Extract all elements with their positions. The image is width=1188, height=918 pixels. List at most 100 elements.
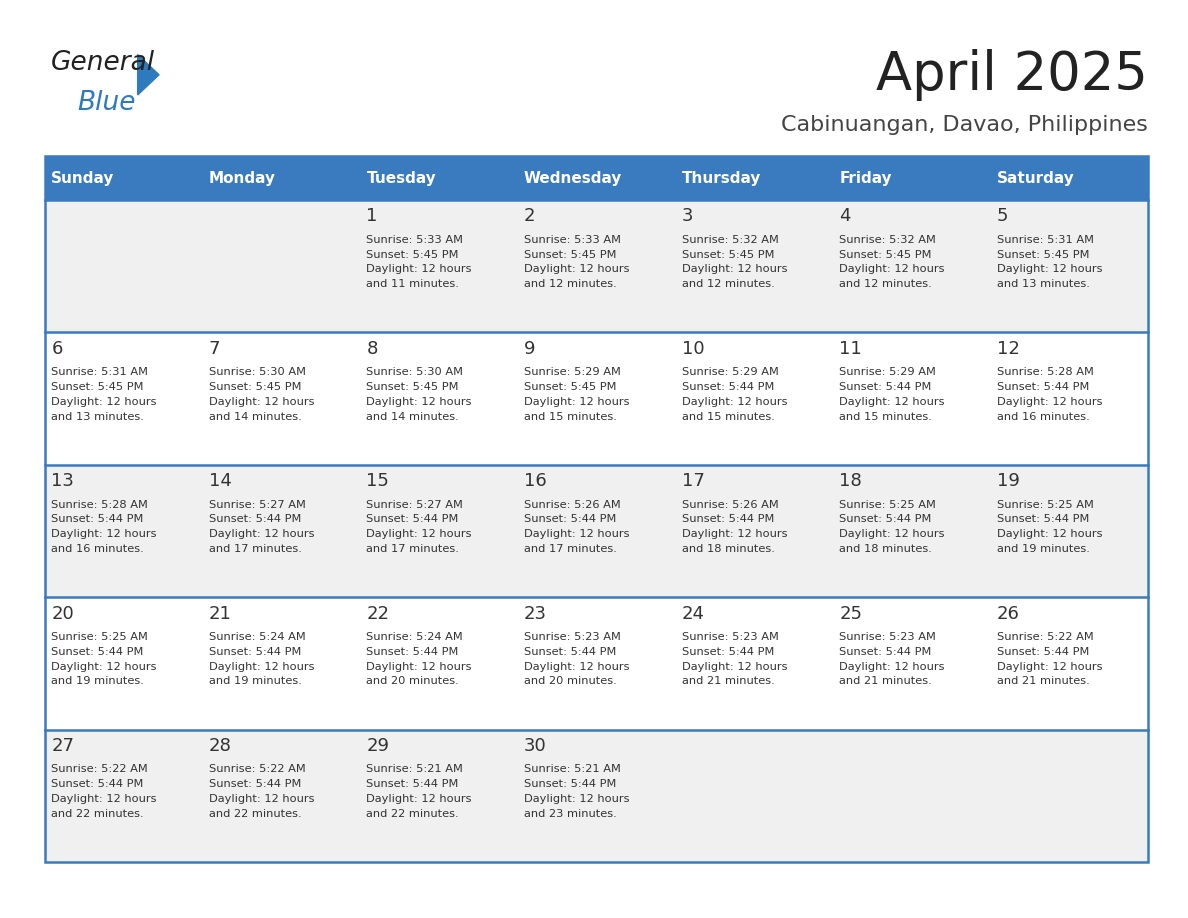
Text: Tuesday: Tuesday — [366, 171, 436, 185]
Text: 24: 24 — [682, 605, 704, 622]
Text: Sunrise: 5:21 AM
Sunset: 5:44 PM
Daylight: 12 hours
and 22 minutes.: Sunrise: 5:21 AM Sunset: 5:44 PM Dayligh… — [366, 765, 472, 819]
Bar — [45, 156, 203, 200]
Text: 5: 5 — [997, 207, 1009, 225]
Text: 16: 16 — [524, 472, 546, 490]
Text: Sunrise: 5:32 AM
Sunset: 5:45 PM
Daylight: 12 hours
and 12 minutes.: Sunrise: 5:32 AM Sunset: 5:45 PM Dayligh… — [839, 235, 944, 289]
Bar — [518, 332, 675, 465]
Text: Sunrise: 5:30 AM
Sunset: 5:45 PM
Daylight: 12 hours
and 14 minutes.: Sunrise: 5:30 AM Sunset: 5:45 PM Dayligh… — [366, 367, 472, 421]
Bar — [675, 200, 833, 332]
Text: Sunrise: 5:26 AM
Sunset: 5:44 PM
Daylight: 12 hours
and 18 minutes.: Sunrise: 5:26 AM Sunset: 5:44 PM Dayligh… — [682, 499, 788, 554]
Text: Sunrise: 5:29 AM
Sunset: 5:44 PM
Daylight: 12 hours
and 15 minutes.: Sunrise: 5:29 AM Sunset: 5:44 PM Dayligh… — [839, 367, 944, 421]
Bar — [203, 156, 360, 200]
Bar — [991, 156, 1148, 200]
Bar — [360, 200, 518, 332]
Text: Sunrise: 5:33 AM
Sunset: 5:45 PM
Daylight: 12 hours
and 12 minutes.: Sunrise: 5:33 AM Sunset: 5:45 PM Dayligh… — [524, 235, 630, 289]
Text: Sunrise: 5:32 AM
Sunset: 5:45 PM
Daylight: 12 hours
and 12 minutes.: Sunrise: 5:32 AM Sunset: 5:45 PM Dayligh… — [682, 235, 788, 289]
Bar — [991, 598, 1148, 730]
Text: 15: 15 — [366, 472, 390, 490]
Text: 28: 28 — [209, 737, 232, 755]
Bar — [45, 332, 203, 465]
Text: 20: 20 — [51, 605, 74, 622]
Text: 7: 7 — [209, 340, 221, 358]
Text: 25: 25 — [839, 605, 862, 622]
Text: 27: 27 — [51, 737, 75, 755]
Text: Sunrise: 5:29 AM
Sunset: 5:45 PM
Daylight: 12 hours
and 15 minutes.: Sunrise: 5:29 AM Sunset: 5:45 PM Dayligh… — [524, 367, 630, 421]
Bar — [833, 200, 991, 332]
Text: 12: 12 — [997, 340, 1019, 358]
Text: 9: 9 — [524, 340, 536, 358]
Bar — [991, 200, 1148, 332]
Text: Thursday: Thursday — [682, 171, 762, 185]
Text: 11: 11 — [839, 340, 862, 358]
Text: Sunrise: 5:22 AM
Sunset: 5:44 PM
Daylight: 12 hours
and 22 minutes.: Sunrise: 5:22 AM Sunset: 5:44 PM Dayligh… — [51, 765, 157, 819]
Bar — [675, 465, 833, 598]
Text: 1: 1 — [366, 207, 378, 225]
Text: Sunrise: 5:25 AM
Sunset: 5:44 PM
Daylight: 12 hours
and 18 minutes.: Sunrise: 5:25 AM Sunset: 5:44 PM Dayligh… — [839, 499, 944, 554]
Text: 19: 19 — [997, 472, 1019, 490]
Text: Sunrise: 5:26 AM
Sunset: 5:44 PM
Daylight: 12 hours
and 17 minutes.: Sunrise: 5:26 AM Sunset: 5:44 PM Dayligh… — [524, 499, 630, 554]
Bar — [518, 730, 675, 862]
Text: Saturday: Saturday — [997, 171, 1074, 185]
Bar — [203, 332, 360, 465]
Text: 21: 21 — [209, 605, 232, 622]
Text: Wednesday: Wednesday — [524, 171, 623, 185]
Text: 29: 29 — [366, 737, 390, 755]
Text: Sunrise: 5:25 AM
Sunset: 5:44 PM
Daylight: 12 hours
and 19 minutes.: Sunrise: 5:25 AM Sunset: 5:44 PM Dayligh… — [51, 633, 157, 687]
Text: General: General — [51, 50, 156, 76]
Text: 4: 4 — [839, 207, 851, 225]
Text: Sunrise: 5:31 AM
Sunset: 5:45 PM
Daylight: 12 hours
and 13 minutes.: Sunrise: 5:31 AM Sunset: 5:45 PM Dayligh… — [51, 367, 157, 421]
Text: Sunrise: 5:21 AM
Sunset: 5:44 PM
Daylight: 12 hours
and 23 minutes.: Sunrise: 5:21 AM Sunset: 5:44 PM Dayligh… — [524, 765, 630, 819]
Bar — [203, 598, 360, 730]
Text: Sunrise: 5:27 AM
Sunset: 5:44 PM
Daylight: 12 hours
and 17 minutes.: Sunrise: 5:27 AM Sunset: 5:44 PM Dayligh… — [366, 499, 472, 554]
Text: 30: 30 — [524, 737, 546, 755]
Bar — [518, 465, 675, 598]
Text: Sunday: Sunday — [51, 171, 115, 185]
Bar — [675, 332, 833, 465]
Text: Sunrise: 5:31 AM
Sunset: 5:45 PM
Daylight: 12 hours
and 13 minutes.: Sunrise: 5:31 AM Sunset: 5:45 PM Dayligh… — [997, 235, 1102, 289]
Bar — [991, 730, 1148, 862]
Bar — [203, 200, 360, 332]
Text: Sunrise: 5:23 AM
Sunset: 5:44 PM
Daylight: 12 hours
and 21 minutes.: Sunrise: 5:23 AM Sunset: 5:44 PM Dayligh… — [682, 633, 788, 687]
Bar — [991, 465, 1148, 598]
Text: Sunrise: 5:22 AM
Sunset: 5:44 PM
Daylight: 12 hours
and 21 minutes.: Sunrise: 5:22 AM Sunset: 5:44 PM Dayligh… — [997, 633, 1102, 687]
Text: Cabinuangan, Davao, Philippines: Cabinuangan, Davao, Philippines — [782, 115, 1148, 135]
Text: Sunrise: 5:27 AM
Sunset: 5:44 PM
Daylight: 12 hours
and 17 minutes.: Sunrise: 5:27 AM Sunset: 5:44 PM Dayligh… — [209, 499, 315, 554]
Bar — [518, 598, 675, 730]
Text: Sunrise: 5:23 AM
Sunset: 5:44 PM
Daylight: 12 hours
and 20 minutes.: Sunrise: 5:23 AM Sunset: 5:44 PM Dayligh… — [524, 633, 630, 687]
Text: 22: 22 — [366, 605, 390, 622]
Bar — [833, 465, 991, 598]
Bar — [833, 156, 991, 200]
Text: Sunrise: 5:30 AM
Sunset: 5:45 PM
Daylight: 12 hours
and 14 minutes.: Sunrise: 5:30 AM Sunset: 5:45 PM Dayligh… — [209, 367, 315, 421]
Text: Sunrise: 5:29 AM
Sunset: 5:44 PM
Daylight: 12 hours
and 15 minutes.: Sunrise: 5:29 AM Sunset: 5:44 PM Dayligh… — [682, 367, 788, 421]
Bar — [833, 332, 991, 465]
Text: Sunrise: 5:33 AM
Sunset: 5:45 PM
Daylight: 12 hours
and 11 minutes.: Sunrise: 5:33 AM Sunset: 5:45 PM Dayligh… — [366, 235, 472, 289]
Text: 18: 18 — [839, 472, 862, 490]
Text: Sunrise: 5:22 AM
Sunset: 5:44 PM
Daylight: 12 hours
and 22 minutes.: Sunrise: 5:22 AM Sunset: 5:44 PM Dayligh… — [209, 765, 315, 819]
Bar — [203, 465, 360, 598]
Text: 13: 13 — [51, 472, 74, 490]
Bar — [675, 730, 833, 862]
Text: Sunrise: 5:24 AM
Sunset: 5:44 PM
Daylight: 12 hours
and 20 minutes.: Sunrise: 5:24 AM Sunset: 5:44 PM Dayligh… — [366, 633, 472, 687]
Text: 2: 2 — [524, 207, 536, 225]
Bar — [675, 156, 833, 200]
Text: 3: 3 — [682, 207, 693, 225]
Bar — [45, 465, 203, 598]
Text: 26: 26 — [997, 605, 1019, 622]
Text: 8: 8 — [366, 340, 378, 358]
Text: April 2025: April 2025 — [876, 49, 1148, 101]
Bar — [360, 598, 518, 730]
Bar — [675, 598, 833, 730]
Polygon shape — [138, 54, 159, 95]
Bar — [518, 156, 675, 200]
Bar — [45, 156, 1148, 862]
Text: 6: 6 — [51, 340, 63, 358]
Text: 17: 17 — [682, 472, 704, 490]
Text: Sunrise: 5:28 AM
Sunset: 5:44 PM
Daylight: 12 hours
and 16 minutes.: Sunrise: 5:28 AM Sunset: 5:44 PM Dayligh… — [51, 499, 157, 554]
Text: Monday: Monday — [209, 171, 276, 185]
Text: 23: 23 — [524, 605, 546, 622]
Text: 10: 10 — [682, 340, 704, 358]
Bar — [833, 730, 991, 862]
Bar — [360, 156, 518, 200]
Text: Sunrise: 5:25 AM
Sunset: 5:44 PM
Daylight: 12 hours
and 19 minutes.: Sunrise: 5:25 AM Sunset: 5:44 PM Dayligh… — [997, 499, 1102, 554]
Bar — [45, 730, 203, 862]
